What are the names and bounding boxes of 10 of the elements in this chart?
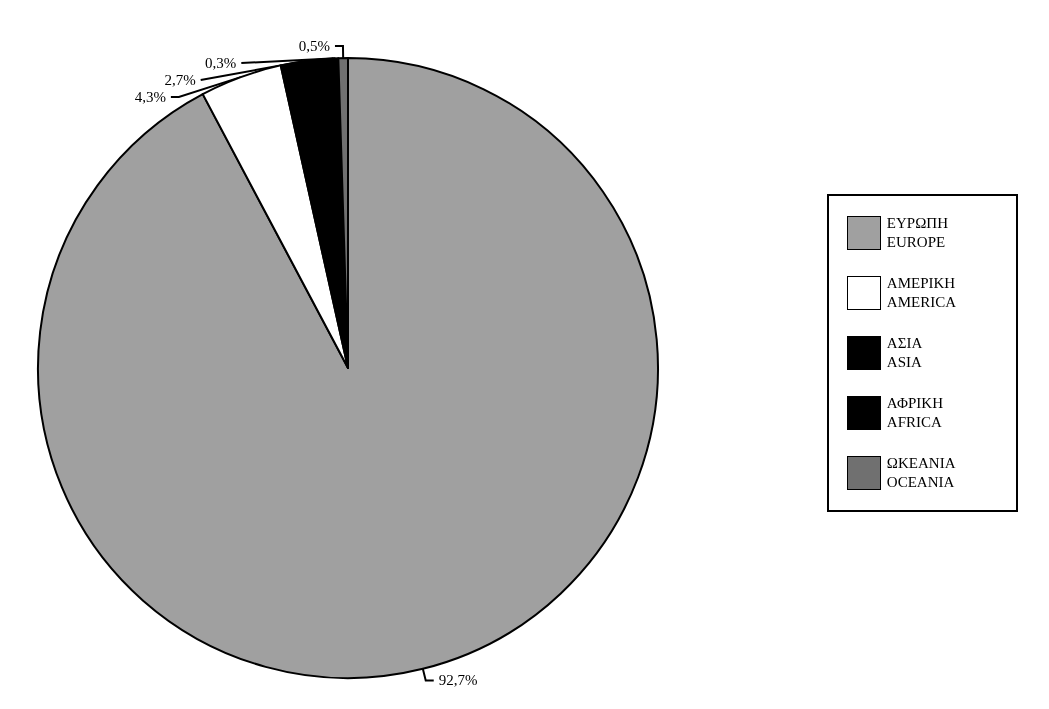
legend-label: ΑΦΡΙΚΗ AFRICA [886, 394, 944, 432]
legend-label: ΑΣΙΑ ASIA [886, 334, 923, 372]
data-label: 0,3% [205, 55, 237, 72]
data-label: 0,5% [298, 38, 330, 55]
data-label: 92,7% [438, 672, 478, 689]
legend-label: ΑΜΕΡΙΚΗ AMERICA [886, 274, 956, 312]
data-label: 2,7% [164, 72, 196, 89]
data-label: 4,3% [134, 89, 166, 106]
legend-label: ΕΥΡΩΠΗ EUROPE [886, 214, 948, 252]
legend-label: ΩΚΕΑΝΙΑ OCEANIA [886, 454, 956, 492]
